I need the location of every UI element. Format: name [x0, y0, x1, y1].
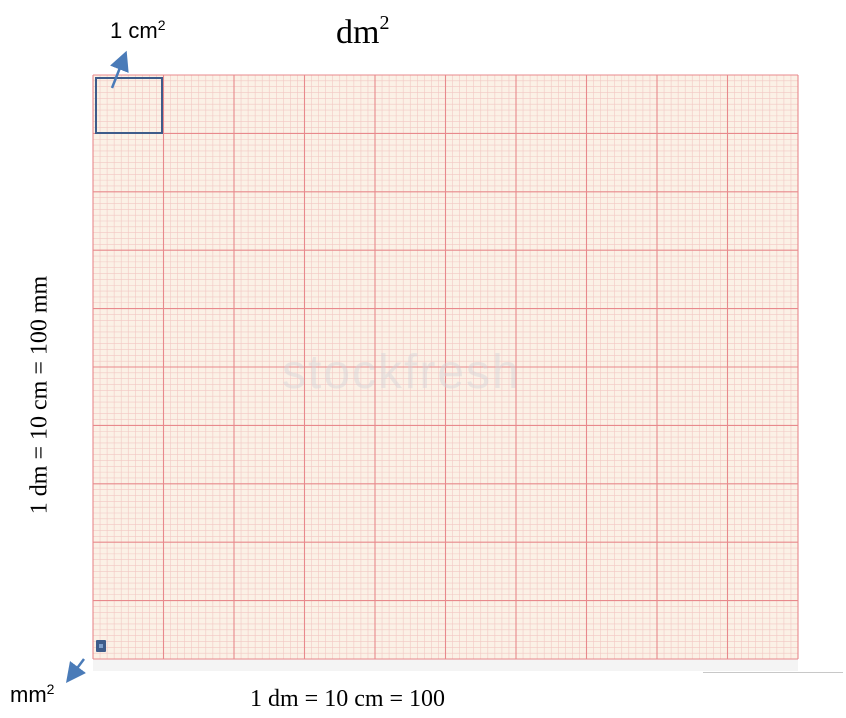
cm2-exponent: 2 [157, 17, 166, 33]
underline-rule [703, 672, 843, 673]
one-mm-square-dot [99, 644, 103, 648]
mm2-exponent: 2 [46, 681, 55, 697]
dm2-exponent: 2 [379, 12, 390, 34]
mm-square-arrow [66, 658, 86, 683]
side-dimension-label: 1 dm = 10 cm = 100 mm [26, 275, 53, 515]
mm2-text: mm [10, 682, 47, 707]
cm2-text: 1 cm [110, 18, 158, 43]
mm2-label: mm2 [10, 681, 55, 708]
bottom-dimension-label: 1 dm = 10 cm = 100 [250, 686, 446, 712]
paper-bottom-strip [93, 659, 798, 671]
watermark-text: stockfresh [282, 346, 521, 399]
cm-square-arrow [110, 50, 129, 89]
dm2-text: dm [336, 14, 380, 51]
dm2-title: dm2 [336, 12, 390, 52]
major-grid-lines [92, 74, 799, 660]
one-cm-square-highlight [95, 77, 163, 134]
cm2-label: 1 cm2 [110, 17, 166, 44]
